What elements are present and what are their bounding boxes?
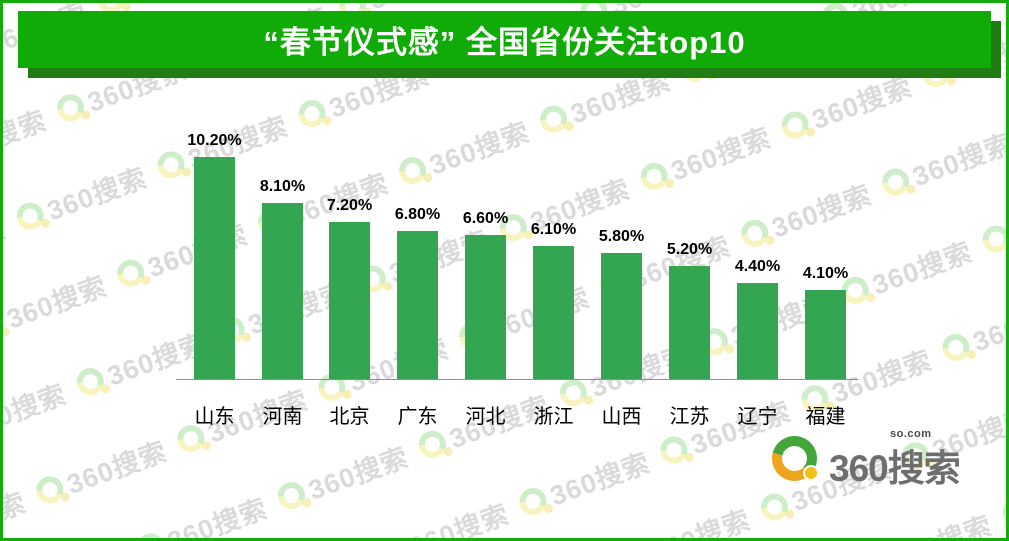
bar-value-label: 10.20% [187, 132, 242, 149]
x-axis-label: 广东 [397, 406, 438, 428]
bar [601, 253, 642, 379]
x-axis-label: 山东 [194, 406, 235, 428]
x-axis-label: 福建 [805, 406, 846, 428]
title-banner: “春节仪式感” 全国省份关注top10 [18, 11, 991, 68]
x-axis-label: 浙江 [533, 406, 574, 428]
bar-value-label: 4.40% [734, 258, 781, 275]
bar [262, 203, 303, 379]
bar [737, 283, 778, 379]
page-title: “春节仪式感” 全国省份关注top10 [263, 25, 746, 60]
x-axis-label: 河北 [465, 406, 506, 428]
bar-value-label: 6.80% [394, 206, 441, 223]
bar-value-label: 6.60% [462, 210, 509, 227]
bar-value-label: 4.10% [802, 265, 849, 282]
x-axis-label: 辽宁 [737, 406, 778, 428]
bar-value-label: 6.10% [530, 221, 577, 238]
bar [329, 222, 370, 379]
x-axis-label: 山西 [601, 406, 642, 428]
bar-value-label: 5.20% [666, 241, 713, 258]
bar-value-label: 8.10% [259, 178, 306, 195]
bar-value-label: 5.80% [598, 228, 645, 245]
bar [669, 266, 710, 379]
bar [533, 246, 574, 379]
x-axis-line [176, 379, 858, 380]
bar-value-label: 7.20% [326, 197, 373, 214]
bar [194, 157, 235, 379]
bar [397, 231, 438, 379]
x-axis-label: 江苏 [669, 406, 710, 428]
bar [465, 235, 506, 379]
bar [805, 290, 846, 379]
x-axis-label: 河南 [262, 406, 303, 428]
x-axis-label: 北京 [329, 406, 370, 428]
